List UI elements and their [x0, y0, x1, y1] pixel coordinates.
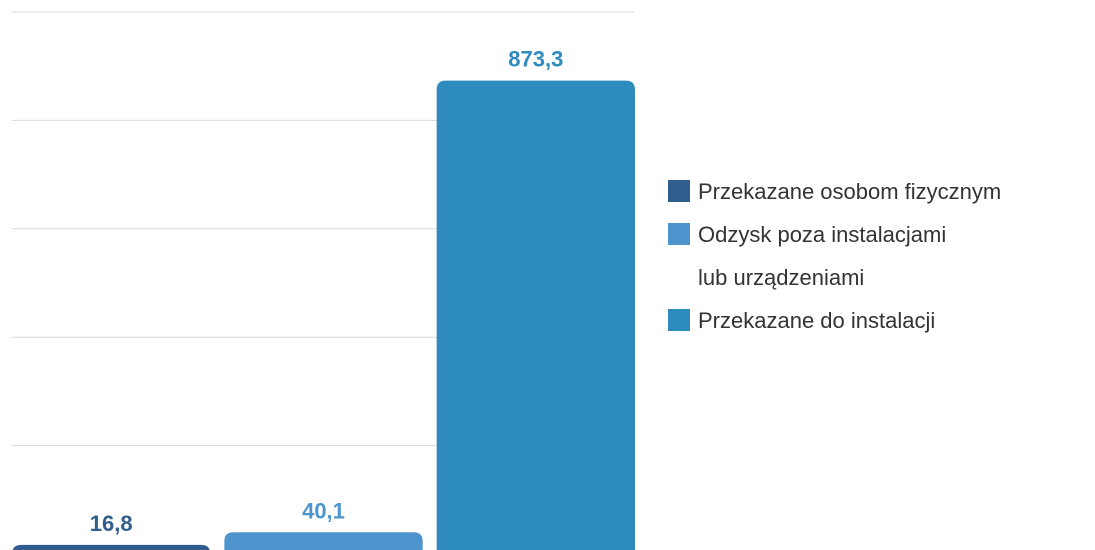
legend: Przekazane osobom fizycznym Odzysk poza i… — [668, 170, 1001, 342]
legend-item: Przekazane do instalacji — [668, 299, 1001, 342]
legend-swatch — [668, 180, 690, 202]
legend-item: Przekazane osobom fizycznym — [668, 170, 1001, 213]
legend-label: Przekazane do instalacji — [698, 308, 936, 333]
legend-item: Odzysk poza instalacjami lub urządzeniam… — [668, 213, 1001, 299]
legend-swatch — [668, 223, 690, 245]
bar — [12, 544, 210, 550]
legend-swatch — [668, 309, 690, 331]
data-label: 873,3 — [508, 47, 563, 72]
legend-label: Przekazane osobom fizycznym — [698, 179, 1002, 204]
bar — [436, 80, 635, 550]
bar — [224, 532, 423, 550]
legend-label: Odzysk poza instalacjami lub urządzeniam… — [698, 222, 947, 290]
data-label: 40,1 — [302, 498, 345, 523]
data-label: 16,8 — [90, 511, 133, 536]
